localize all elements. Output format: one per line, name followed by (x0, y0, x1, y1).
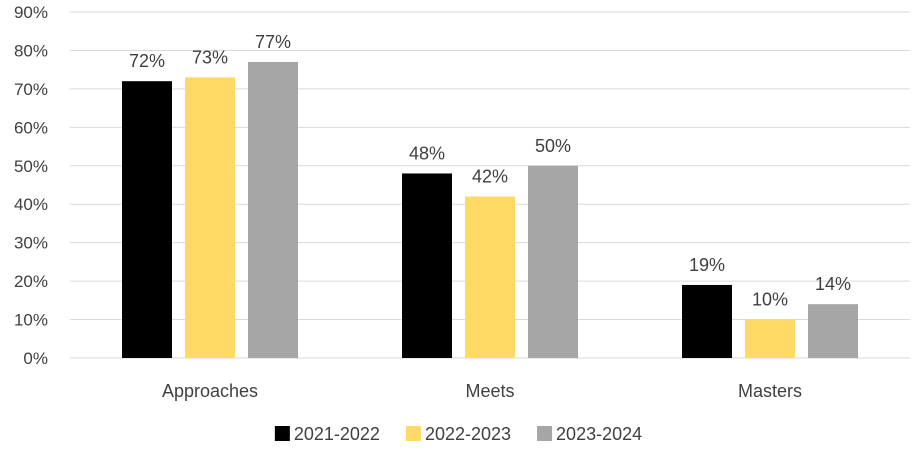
data-label: 14% (815, 274, 851, 294)
bar-2023-2024-approaches (248, 61, 298, 358)
data-label: 73% (192, 47, 228, 67)
y-tick-label: 10% (14, 311, 48, 330)
bar-2022-2023-meets (465, 196, 515, 358)
category-label: Masters (738, 381, 802, 401)
data-label: 48% (409, 143, 445, 163)
data-label: 10% (752, 290, 788, 310)
y-tick-label: 60% (14, 118, 48, 137)
data-labels: 72% 73% 77% 48% 42% 50% 19% 10% 14% (129, 32, 851, 310)
legend: 2021-2022 2022-2023 2023-2024 (274, 424, 642, 444)
x-axis-categories: Approaches Meets Masters (162, 381, 802, 401)
category-label: Meets (465, 381, 514, 401)
bar-2023-2024-masters (808, 304, 858, 358)
legend-swatch-2021-2022 (274, 426, 290, 441)
legend-swatch-2022-2023 (405, 426, 421, 441)
y-tick-label: 30% (14, 234, 48, 253)
bar-2021-2022-meets (402, 173, 452, 358)
y-tick-label: 0% (23, 349, 48, 368)
bar-2022-2023-approaches (185, 77, 235, 358)
data-label: 72% (129, 51, 165, 71)
y-tick-label: 90% (14, 3, 48, 22)
category-label: Approaches (162, 381, 258, 401)
data-label: 19% (689, 255, 725, 275)
data-label: 42% (472, 167, 508, 187)
y-tick-label: 20% (14, 272, 48, 291)
legend-swatch-2023-2024 (537, 426, 553, 441)
bars (122, 61, 858, 358)
data-label: 77% (255, 32, 291, 52)
data-label: 50% (535, 136, 571, 156)
bar-2023-2024-meets (528, 165, 578, 358)
y-tick-label: 80% (14, 41, 48, 60)
bar-2022-2023-masters (745, 319, 795, 358)
bar-2021-2022-approaches (122, 81, 172, 358)
y-tick-label: 70% (14, 80, 48, 99)
legend-label: 2021-2022 (294, 424, 380, 444)
legend-label: 2023-2024 (556, 424, 642, 444)
bar-2021-2022-masters (682, 284, 732, 358)
y-tick-label: 40% (14, 195, 48, 214)
legend-label: 2022-2023 (425, 424, 511, 444)
y-axis-ticks: 0% 10% 20% 30% 40% 50% 60% 70% 80% 90% (14, 3, 48, 368)
y-tick-label: 50% (14, 157, 48, 176)
